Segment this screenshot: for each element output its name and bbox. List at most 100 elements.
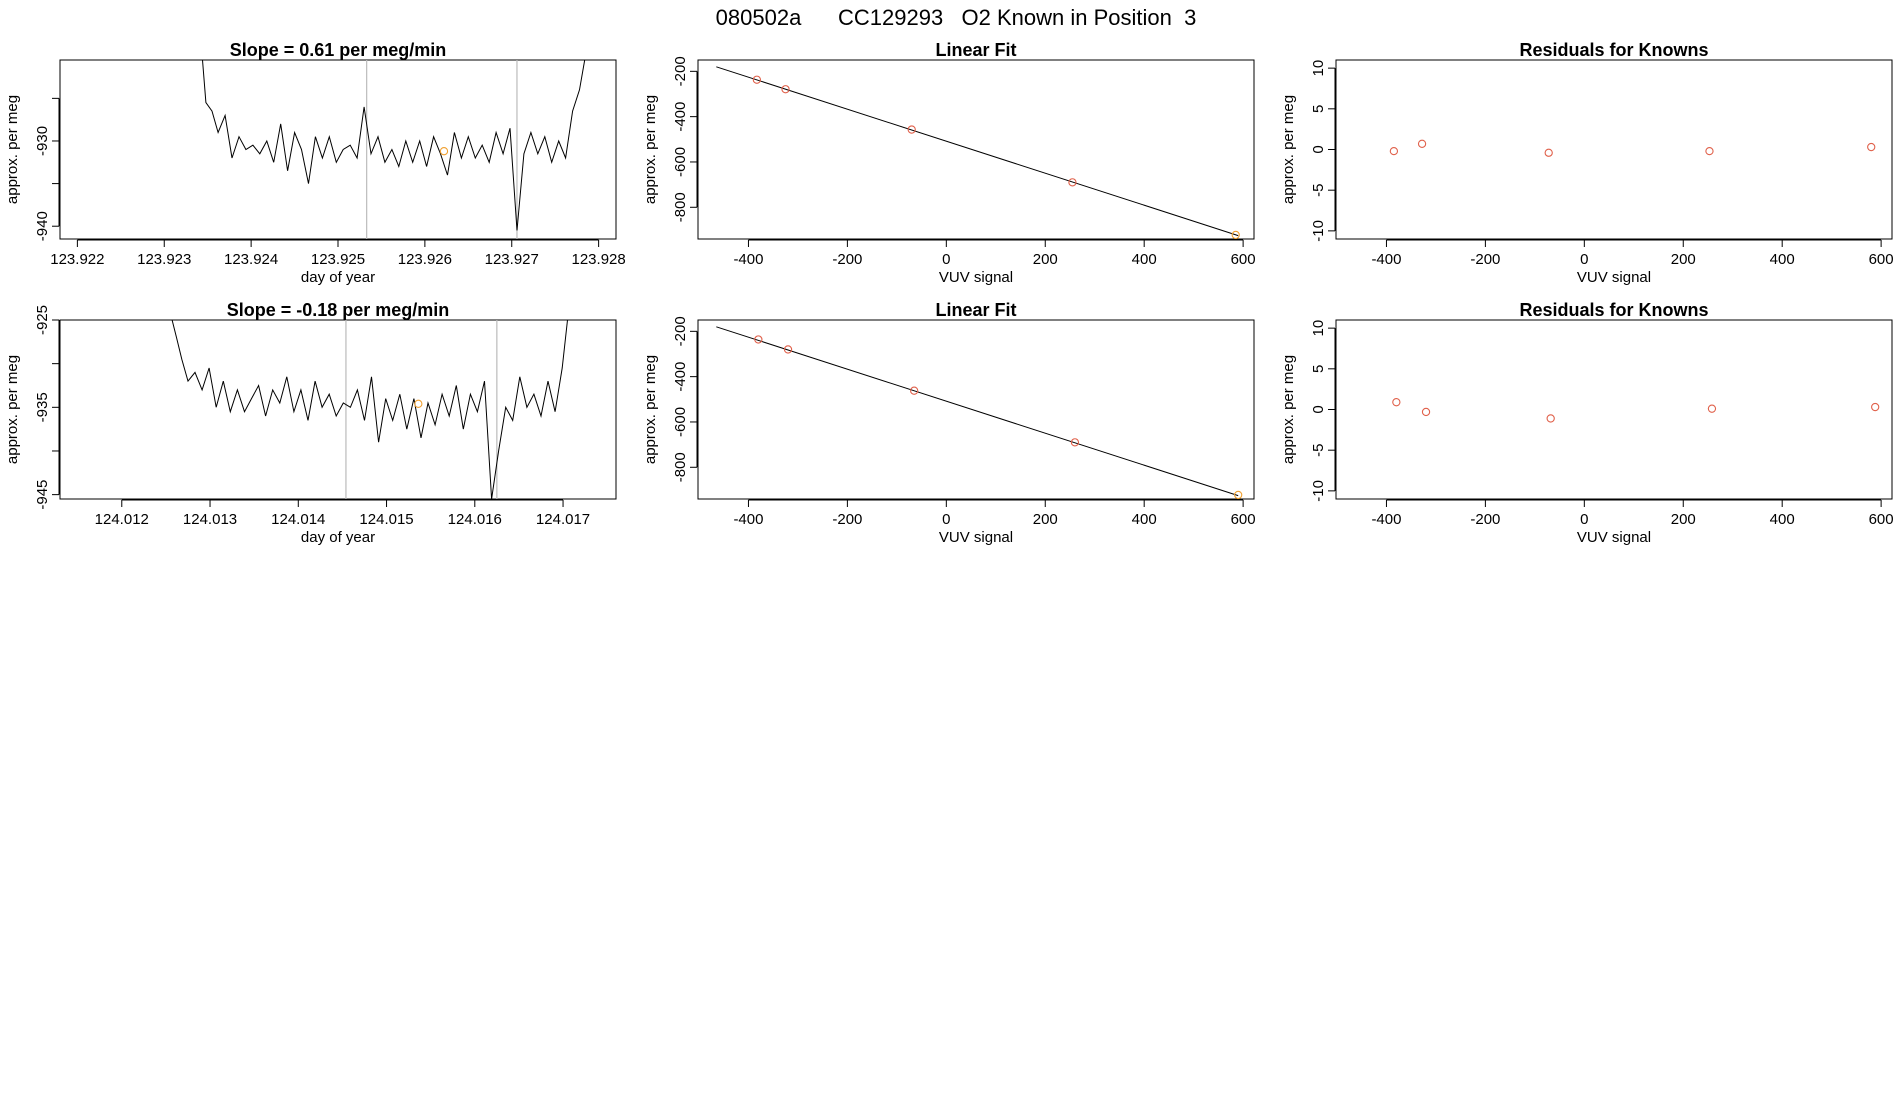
y-tick-label: -925 (34, 305, 51, 335)
x-tick-label: 0 (942, 511, 950, 528)
highlight-point (1234, 490, 1243, 499)
x-tick-label: -400 (1371, 511, 1401, 528)
y-tick-label: -945 (34, 480, 51, 510)
x-tick-label: 123.923 (137, 251, 191, 268)
x-axis-label: VUV signal (939, 529, 1013, 546)
y-tick-label: -400 (672, 362, 689, 392)
panel-title: Residuals for Knowns (1519, 40, 1708, 60)
y-tick-label: 0 (1310, 145, 1327, 153)
y-tick-label: 0 (1310, 405, 1327, 413)
plot-box (1335, 319, 1893, 500)
x-tick-label: 0 (1580, 251, 1588, 268)
data-point (1392, 398, 1401, 407)
x-tick-label: 124.014 (271, 511, 325, 528)
series-line (202, 60, 586, 231)
panel-res2: Residuals for Knowns -400 -200 0 200 400 600 VU… (1280, 300, 1894, 546)
panel-fit1: Linear Fit -400 -200 0 200 400 600 VUV signal -8… (642, 40, 1256, 286)
y-axis-label: approx. per meg (4, 355, 21, 464)
x-tick-label: -400 (1371, 251, 1401, 268)
plot-data (716, 66, 1240, 239)
x-axis-label: day of year (301, 529, 375, 546)
plot-box (59, 59, 617, 240)
y-tick-label: 5 (1310, 365, 1327, 373)
x-tick-label: 200 (1671, 511, 1696, 528)
plot-data (171, 320, 568, 499)
x-tick-label: 123.926 (398, 251, 452, 268)
panel-title: Residuals for Knowns (1519, 300, 1708, 320)
x-tick-label: 124.015 (359, 511, 413, 528)
x-tick-label: 0 (1580, 511, 1588, 528)
x-tick-label: 123.924 (224, 251, 278, 268)
y-tick-label: -200 (672, 56, 689, 86)
y-tick-label: 5 (1310, 105, 1327, 113)
y-tick-label: -400 (672, 102, 689, 132)
panel-title: Slope = 0.61 per meg/min (230, 40, 447, 60)
data-point (1707, 404, 1717, 413)
y-axis-label: approx. per meg (642, 95, 659, 204)
data-point (1389, 146, 1399, 156)
plot-box (697, 319, 1255, 500)
plot-data (1392, 398, 1880, 423)
x-tick-label: 200 (1033, 251, 1058, 268)
x-tick-label: 600 (1869, 251, 1894, 268)
x-axis-label: VUV signal (1577, 529, 1651, 546)
panel-ts2: Slope = -0.18 per meg/min 124.012 124.013 1… (4, 300, 617, 546)
plot-data (202, 60, 586, 239)
plot-box (1335, 59, 1893, 240)
panel-title: Slope = -0.18 per meg/min (227, 300, 450, 320)
x-tick-label: -200 (832, 511, 862, 528)
data-point (1417, 139, 1427, 148)
plot-data (1389, 139, 1876, 157)
x-tick-label: -200 (1470, 511, 1500, 528)
x-tick-label: 124.017 (536, 511, 590, 528)
y-tick-label: -940 (34, 211, 51, 241)
x-tick-label: 400 (1770, 511, 1795, 528)
x-tick-label: 600 (1869, 511, 1894, 528)
y-tick-label: 10 (1310, 320, 1327, 337)
x-tick-label: 123.928 (572, 251, 626, 268)
data-point (1867, 142, 1876, 152)
y-tick-label: -5 (1310, 444, 1327, 457)
y-tick-label: -800 (672, 192, 689, 222)
x-tick-label: 400 (1132, 251, 1157, 268)
plot-box (697, 59, 1255, 240)
data-point (910, 386, 919, 395)
y-axis-label: approx. per meg (4, 95, 21, 204)
panel-res1: Residuals for Knowns -400 -200 0 200 400 600 VU… (1280, 40, 1894, 286)
x-tick-label: 0 (942, 251, 950, 268)
data-point (1421, 407, 1431, 417)
x-tick-label: -200 (832, 251, 862, 268)
x-axis-label: VUV signal (1577, 269, 1651, 286)
series-line (171, 320, 568, 499)
x-tick-label: 124.012 (95, 511, 149, 528)
y-tick-label: -930 (34, 126, 51, 156)
y-tick-label: -935 (34, 392, 51, 422)
x-tick-label: 600 (1231, 251, 1256, 268)
data-point (783, 345, 793, 354)
y-axis-label: approx. per meg (1280, 355, 1297, 464)
x-tick-label: 123.927 (485, 251, 539, 268)
data-point (1705, 146, 1714, 156)
data-point (754, 335, 763, 344)
data-point (781, 85, 790, 94)
plot-data (716, 326, 1243, 499)
y-tick-label: -5 (1310, 184, 1327, 197)
y-axis-label: approx. per meg (642, 355, 659, 464)
x-tick-label: 124.016 (448, 511, 502, 528)
fit-line (716, 326, 1239, 497)
highlight-point (414, 399, 423, 408)
x-tick-label: 123.925 (311, 251, 365, 268)
y-tick-label: -200 (672, 316, 689, 346)
panels: Slope = 0.61 per meg/min 123.922 123.923 12… (4, 40, 1894, 546)
x-tick-label: 123.922 (50, 251, 104, 268)
panel-fit2: Linear Fit -400 -200 0 200 400 600 VUV signal -8… (642, 300, 1256, 546)
panel-title: Linear Fit (935, 40, 1016, 60)
y-tick-label: -600 (672, 147, 689, 177)
y-tick-label: 10 (1310, 60, 1327, 77)
fit-line (716, 66, 1239, 237)
x-tick-label: -400 (733, 251, 763, 268)
x-tick-label: 600 (1231, 511, 1256, 528)
y-tick-label: -600 (672, 407, 689, 437)
x-tick-label: 124.013 (183, 511, 237, 528)
